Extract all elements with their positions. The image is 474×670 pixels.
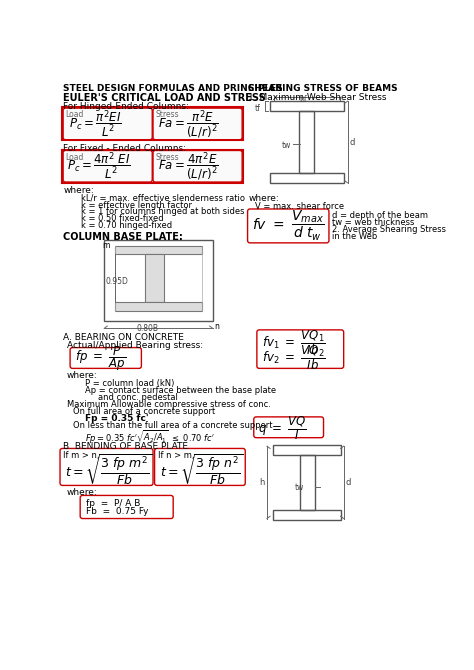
Text: V = max. shear force: V = max. shear force bbox=[255, 202, 344, 211]
Bar bbox=[300, 455, 315, 510]
Bar bbox=[270, 173, 344, 183]
FancyBboxPatch shape bbox=[63, 151, 152, 182]
Text: where:: where: bbox=[63, 186, 94, 195]
FancyBboxPatch shape bbox=[153, 151, 242, 182]
FancyBboxPatch shape bbox=[70, 348, 141, 369]
Text: d = depth of the beam: d = depth of the beam bbox=[332, 211, 428, 220]
Text: tw = web thickness: tw = web thickness bbox=[332, 218, 414, 227]
Text: 1. Maximum Web Shear Stress: 1. Maximum Web Shear Stress bbox=[248, 92, 387, 102]
Bar bbox=[104, 240, 213, 321]
Text: SHEARING STRESS OF BEAMS: SHEARING STRESS OF BEAMS bbox=[248, 84, 398, 93]
Text: B. BENDING OF BASE PLATE: B. BENDING OF BASE PLATE bbox=[63, 442, 188, 452]
Text: If m > n,: If m > n, bbox=[63, 451, 100, 460]
Text: Actual/Applied Bearing stress:: Actual/Applied Bearing stress: bbox=[67, 340, 203, 350]
Text: $P_c = \dfrac{\pi^2 EI}{L^2}$: $P_c = \dfrac{\pi^2 EI}{L^2}$ bbox=[69, 109, 122, 140]
Text: in the Web: in the Web bbox=[332, 232, 377, 241]
Text: where:: where: bbox=[248, 194, 279, 204]
Bar bbox=[115, 302, 202, 311]
FancyBboxPatch shape bbox=[155, 448, 245, 486]
Bar bbox=[299, 111, 314, 173]
FancyBboxPatch shape bbox=[60, 448, 153, 486]
Text: tw: tw bbox=[282, 141, 291, 150]
Text: $t = \sqrt{\dfrac{3\ fp\ m^2}{Fb}}$: $t = \sqrt{\dfrac{3\ fp\ m^2}{Fb}}$ bbox=[64, 452, 152, 488]
Text: Stress: Stress bbox=[155, 111, 179, 119]
Text: $Fa = \dfrac{4\pi^2 E}{(L / r)^2}$: $Fa = \dfrac{4\pi^2 E}{(L / r)^2}$ bbox=[158, 150, 218, 183]
Text: On less than the full area of a concrete support: On less than the full area of a concrete… bbox=[73, 421, 273, 429]
Bar bbox=[273, 510, 341, 520]
Bar bbox=[63, 107, 243, 141]
Text: On full area of a concrete support: On full area of a concrete support bbox=[73, 407, 216, 416]
Bar bbox=[145, 255, 164, 302]
Text: d: d bbox=[350, 138, 355, 147]
Text: m: m bbox=[102, 241, 109, 251]
Text: and conc. pedestal: and conc. pedestal bbox=[98, 393, 178, 402]
FancyBboxPatch shape bbox=[63, 108, 152, 139]
Text: Fp = 0.35 fc': Fp = 0.35 fc' bbox=[85, 414, 148, 423]
Text: kL/r = max. effective slenderness ratio: kL/r = max. effective slenderness ratio bbox=[81, 194, 245, 202]
Text: Load: Load bbox=[65, 111, 84, 119]
Text: k = 0.70 hinged-fixed: k = 0.70 hinged-fixed bbox=[81, 221, 172, 230]
Text: For Fixed - Ended Columns:: For Fixed - Ended Columns: bbox=[63, 144, 186, 153]
Text: where:: where: bbox=[67, 488, 98, 498]
Text: 0.95D: 0.95D bbox=[106, 277, 128, 285]
Bar bbox=[270, 101, 344, 111]
Text: For Hinged-Ended Columns:: For Hinged-Ended Columns: bbox=[63, 102, 189, 111]
Text: Ap = contact surface between the base plate: Ap = contact surface between the base pl… bbox=[85, 386, 276, 395]
Text: tf: tf bbox=[255, 105, 260, 113]
Text: $fv_2\ =\ \dfrac{VQ_2}{Ib}$: $fv_2\ =\ \dfrac{VQ_2}{Ib}$ bbox=[262, 343, 325, 372]
Text: k = effective length factor: k = effective length factor bbox=[81, 200, 192, 210]
Text: $q\ =\ \dfrac{VQ}{I}$: $q\ =\ \dfrac{VQ}{I}$ bbox=[258, 414, 307, 442]
Text: A. BEARING ON CONCRETE: A. BEARING ON CONCRETE bbox=[63, 333, 184, 342]
Text: If n > m,: If n > m, bbox=[158, 451, 194, 460]
Text: h: h bbox=[259, 478, 264, 488]
Text: $fv\ =\ \dfrac{V_{max}}{d\ t_w}$: $fv\ =\ \dfrac{V_{max}}{d\ t_w}$ bbox=[252, 209, 324, 243]
FancyBboxPatch shape bbox=[80, 495, 173, 519]
Text: bf: bf bbox=[299, 95, 306, 104]
Bar bbox=[63, 149, 243, 183]
Text: 0.80B: 0.80B bbox=[137, 324, 159, 334]
Text: k = 1 for columns hinged at both sides: k = 1 for columns hinged at both sides bbox=[81, 208, 245, 216]
Text: tw: tw bbox=[295, 483, 304, 492]
Text: $fv_1\ =\ \dfrac{VQ_1}{Ib}$: $fv_1\ =\ \dfrac{VQ_1}{Ib}$ bbox=[262, 328, 325, 356]
Bar bbox=[273, 445, 341, 455]
Text: 2. Average Shearing Stress: 2. Average Shearing Stress bbox=[332, 225, 446, 234]
FancyBboxPatch shape bbox=[257, 330, 344, 368]
Text: Stress: Stress bbox=[155, 153, 179, 161]
Text: Load: Load bbox=[65, 153, 84, 161]
Text: k = 0.50 fixed-fixed: k = 0.50 fixed-fixed bbox=[81, 214, 164, 223]
Text: COLUMN BASE PLATE:: COLUMN BASE PLATE: bbox=[63, 232, 183, 242]
FancyBboxPatch shape bbox=[153, 108, 242, 139]
Text: where:: where: bbox=[67, 371, 98, 381]
Text: $t = \sqrt{\dfrac{3\ fp\ n^2}{Fb}}$: $t = \sqrt{\dfrac{3\ fp\ n^2}{Fb}}$ bbox=[160, 452, 243, 488]
Text: $P_c = \dfrac{4\pi^2\ EI}{L^2}$: $P_c = \dfrac{4\pi^2\ EI}{L^2}$ bbox=[67, 151, 131, 182]
Text: P = column load (kN): P = column load (kN) bbox=[85, 379, 174, 388]
Text: Maximum Allowable compressive stress of conc.: Maximum Allowable compressive stress of … bbox=[67, 400, 271, 409]
Text: n: n bbox=[214, 322, 219, 331]
Text: fp  =  P/ A B: fp = P/ A B bbox=[86, 499, 141, 509]
FancyBboxPatch shape bbox=[254, 417, 324, 438]
FancyBboxPatch shape bbox=[247, 209, 329, 243]
Text: $Fp = 0.35\ fc^{\prime}\sqrt{A_2/A_1}\ \leq\ 0.70\ fc^{\prime}$: $Fp = 0.35\ fc^{\prime}\sqrt{A_2/A_1}\ \… bbox=[85, 428, 215, 446]
Text: STEEL DESIGN FORMULAS AND PRINCIPLES: STEEL DESIGN FORMULAS AND PRINCIPLES bbox=[63, 84, 283, 93]
Text: Fb  =  0.75 Fy: Fb = 0.75 Fy bbox=[86, 507, 149, 516]
Text: EULER'S CRITICAL LOAD AND STRESS: EULER'S CRITICAL LOAD AND STRESS bbox=[63, 94, 266, 103]
Text: d: d bbox=[345, 478, 351, 488]
Bar bbox=[115, 246, 202, 255]
Text: $Fa = \dfrac{\pi^2 E}{(L / r)^2}$: $Fa = \dfrac{\pi^2 E}{(L / r)^2}$ bbox=[158, 108, 218, 141]
Text: $fp\ =\ \dfrac{P}{Ap}$: $fp\ =\ \dfrac{P}{Ap}$ bbox=[75, 344, 126, 373]
